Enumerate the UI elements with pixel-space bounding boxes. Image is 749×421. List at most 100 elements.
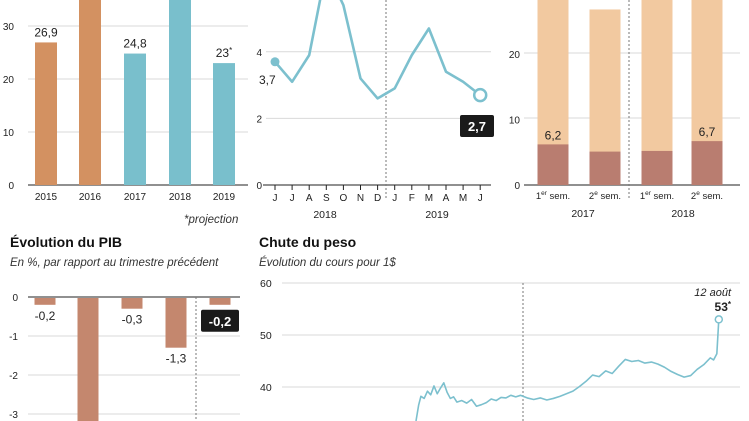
pib-bar: [209, 298, 231, 305]
data-label: 6,7: [699, 125, 716, 139]
x-tick-label: J: [392, 193, 397, 204]
y-tick-label: 0: [12, 293, 18, 304]
x-tick-label: 2e sem.: [589, 190, 621, 202]
peso-title: Chute du peso: [259, 234, 356, 250]
end-value-badge: [460, 115, 494, 137]
end-value-label: 2,7: [468, 119, 486, 134]
annual-chart: 0 10 20 30 2015 26,9 2016 2017 24,8 2018 2019 23* *…: [3, 0, 248, 226]
data-label: -0,2: [209, 314, 231, 329]
y-tick-label: 0: [256, 181, 262, 192]
x-tick-label: 2018: [169, 192, 192, 203]
bar-lower: [641, 150, 673, 185]
pib-subtitle: En %, par rapport au trimestre précédent: [10, 257, 219, 269]
sem-suffix: e: [594, 190, 598, 197]
year-label: 2019: [425, 209, 449, 221]
data-label: -0,2: [35, 309, 56, 323]
end-value-star: *: [728, 300, 732, 309]
x-tick-label: O: [340, 193, 348, 204]
pib-bar: [34, 298, 56, 305]
x-tick-label: N: [357, 193, 364, 204]
x-tick-label: J: [273, 193, 278, 204]
x-tick-label: 2e sem.: [691, 190, 723, 202]
bar-2015: [35, 42, 57, 186]
x-tick-label: J: [290, 193, 295, 204]
y-tick-label: 0: [514, 181, 520, 192]
bar-lower: [691, 141, 723, 185]
pib-bar: [121, 298, 143, 309]
bar-2019: [213, 63, 235, 185]
x-tick-label: 1er sem.: [640, 190, 674, 202]
bar-lower: [537, 144, 569, 185]
data-label: 26,9: [34, 25, 58, 39]
y-tick-label: 50: [260, 330, 272, 342]
x-tick-label: D: [374, 193, 381, 204]
end-date-label: 12 août: [694, 287, 732, 299]
end-value-label: 53*: [715, 300, 732, 314]
y-tick-label: 0: [8, 181, 14, 192]
pib-bar: [165, 298, 187, 348]
y-tick-label: -3: [9, 410, 18, 421]
sem-number: 2: [691, 191, 696, 202]
end-point: [472, 87, 488, 103]
x-tick-label: A: [443, 193, 450, 204]
x-tick-label: 2015: [35, 192, 58, 203]
year-label: 2018: [313, 209, 337, 221]
x-tick-label: M: [425, 193, 433, 204]
y-tick-label: 30: [3, 22, 15, 33]
data-label: -0,3: [122, 313, 143, 327]
data-label: 24,8: [123, 37, 147, 51]
sem-suffix: er: [645, 190, 652, 197]
peso-end-point: [714, 315, 724, 324]
x-tick-label: F: [409, 193, 415, 204]
sem-number: 1: [640, 191, 645, 202]
year-label: 2017: [571, 208, 595, 220]
peso-line: [415, 319, 720, 421]
pib-title: Évolution du PIB: [10, 234, 122, 250]
x-tick-label: 2016: [79, 192, 102, 203]
year-label: 2018: [671, 208, 695, 220]
start-value-label: 3,7: [259, 73, 276, 87]
y-tick-label: 40: [260, 382, 272, 394]
sem-word: sem.: [547, 191, 570, 202]
y-tick-label: 20: [509, 50, 521, 61]
data-label: -1,3: [166, 352, 187, 366]
y-tick-label: 10: [509, 116, 521, 127]
x-tick-label: 2017: [124, 192, 147, 203]
peso-chart: Chute du peso Évolution du cours pour 1$…: [259, 234, 740, 421]
data-label: 6,2: [545, 128, 562, 142]
y-tick-label: -1: [9, 332, 18, 343]
sem-suffix: e: [696, 190, 700, 197]
sem-number: 1: [536, 191, 541, 202]
y-tick-label: 20: [3, 75, 15, 86]
start-point: [270, 57, 280, 67]
y-tick-label: 60: [260, 278, 272, 290]
pib-last-badge: [201, 309, 239, 332]
y-tick-label: -2: [9, 371, 18, 382]
y-tick-label: 4: [256, 48, 262, 59]
bar-2017: [124, 53, 146, 186]
data-label-star: *: [229, 46, 232, 55]
pib-chart: Évolution du PIB En %, par rapport au tr…: [9, 234, 240, 421]
x-tick-label: J: [478, 193, 483, 204]
series-line: [274, 0, 481, 100]
sem-word: sem.: [598, 191, 621, 202]
bar-lower: [589, 151, 621, 185]
sem-number: 2: [589, 191, 594, 202]
sem-word: sem.: [651, 191, 674, 202]
bar-2016: [79, 0, 101, 185]
projection-note: *projection: [184, 214, 238, 226]
x-tick-label: 1er sem.: [536, 190, 570, 202]
x-tick-label: A: [306, 193, 313, 204]
data-label: 23*: [216, 46, 232, 60]
peso-subtitle: Évolution du cours pour 1$: [259, 256, 396, 269]
x-tick-label: S: [323, 193, 330, 204]
sem-word: sem.: [700, 191, 723, 202]
x-tick-label: M: [459, 193, 467, 204]
y-tick-label: 10: [3, 128, 15, 139]
bar-2018: [169, 0, 191, 185]
y-tick-label: 2: [256, 114, 262, 125]
sem-suffix: er: [541, 190, 548, 197]
